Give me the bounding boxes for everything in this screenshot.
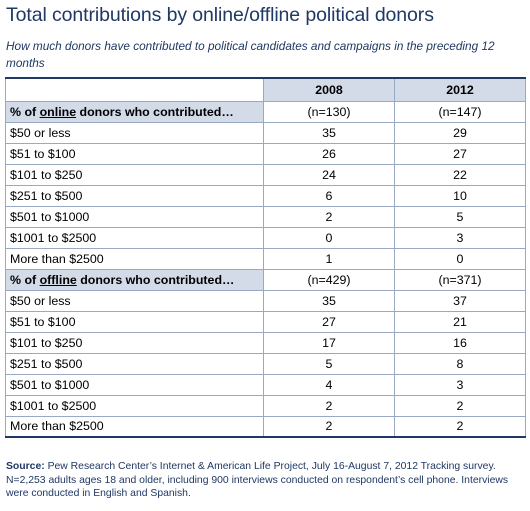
value-cell: 27	[394, 142, 526, 165]
chart-title: Total contributions by online/offline po…	[6, 4, 434, 26]
header-blank-cell	[5, 77, 264, 102]
value-cell: 8	[394, 352, 526, 375]
section-label-prefix: % of	[10, 104, 40, 119]
section-label-prefix: % of	[10, 272, 40, 287]
section-n-cell: (n=147)	[394, 100, 526, 123]
value-cell: 24	[263, 163, 395, 186]
value-cell: 3	[394, 373, 526, 396]
row-label: More than $2500	[5, 415, 264, 438]
value-cell: 26	[263, 142, 395, 165]
section-label: % of offline donors who contributed…	[5, 268, 264, 291]
year-header-row: 2008 2012	[5, 77, 526, 102]
row-label: $1001 to $2500	[5, 394, 264, 417]
section-n-cell: (n=371)	[394, 268, 526, 291]
section-label-keyword: online	[39, 104, 77, 119]
value-cell: 3	[394, 226, 526, 249]
row-label: $51 to $100	[5, 310, 264, 333]
table-row: $51 to $100 26 27	[5, 142, 526, 165]
table-row: $1001 to $2500 0 3	[5, 226, 526, 249]
table-row: $501 to $1000 2 5	[5, 205, 526, 228]
value-cell: 35	[263, 121, 395, 144]
row-label: $251 to $500	[5, 352, 264, 375]
source-text: Pew Research Center’s Internet & America…	[6, 461, 509, 499]
table-body: 2008 2012 % of online donors who contrib…	[5, 77, 526, 438]
value-cell: 29	[394, 121, 526, 144]
value-cell: 4	[263, 373, 395, 396]
table-row: $101 to $250 17 16	[5, 331, 526, 354]
section-n-cell: (n=130)	[263, 100, 395, 123]
value-cell: 35	[263, 289, 395, 312]
row-label: More than $2500	[5, 247, 264, 270]
value-cell: 16	[394, 331, 526, 354]
section-header-row: % of online donors who contributed… (n=13…	[5, 100, 526, 123]
value-cell: 2	[394, 394, 526, 417]
table-row: $50 or less 35 37	[5, 289, 526, 312]
value-cell: 6	[263, 184, 395, 207]
section-label-keyword: offline	[39, 272, 77, 287]
table-row: More than $2500 2 2	[5, 415, 526, 438]
column-header-2008: 2008	[263, 77, 395, 102]
table-row: $50 or less 35 29	[5, 121, 526, 144]
value-cell: 0	[394, 247, 526, 270]
row-label: $1001 to $2500	[5, 226, 264, 249]
chart-subtitle: How much donors have contributed to poli…	[6, 39, 495, 70]
value-cell: 17	[263, 331, 395, 354]
value-cell: 2	[263, 394, 395, 417]
column-header-2012: 2012	[394, 77, 526, 102]
value-cell: 5	[263, 352, 395, 375]
section-label-suffix: donors who contributed…	[76, 104, 234, 119]
table-row: $501 to $1000 4 3	[5, 373, 526, 396]
row-label: $501 to $1000	[5, 205, 264, 228]
section-label: % of online donors who contributed…	[5, 100, 264, 123]
value-cell: 1	[263, 247, 395, 270]
value-cell: 22	[394, 163, 526, 186]
table-row: More than $2500 1 0	[5, 247, 526, 270]
value-cell: 0	[263, 226, 395, 249]
value-cell: 21	[394, 310, 526, 333]
row-label: $501 to $1000	[5, 373, 264, 396]
table-row: $1001 to $2500 2 2	[5, 394, 526, 417]
row-label: $101 to $250	[5, 163, 264, 186]
value-cell: 2	[263, 415, 395, 438]
row-label: $251 to $500	[5, 184, 264, 207]
value-cell: 37	[394, 289, 526, 312]
row-label: $51 to $100	[5, 142, 264, 165]
row-label: $50 or less	[5, 121, 264, 144]
source-label: Source:	[6, 461, 45, 472]
source-note: Source: Pew Research Center’s Internet &…	[6, 460, 524, 501]
row-label: $101 to $250	[5, 331, 264, 354]
value-cell: 2	[394, 415, 526, 438]
value-cell: 27	[263, 310, 395, 333]
value-cell: 10	[394, 184, 526, 207]
table-row: $101 to $250 24 22	[5, 163, 526, 186]
table-row: $251 to $500 6 10	[5, 184, 526, 207]
section-n-cell: (n=429)	[263, 268, 395, 291]
value-cell: 2	[263, 205, 395, 228]
table-row: $51 to $100 27 21	[5, 310, 526, 333]
value-cell: 5	[394, 205, 526, 228]
section-header-row: % of offline donors who contributed… (n=4…	[5, 268, 526, 291]
data-table: 2008 2012 % of online donors who contrib…	[5, 77, 526, 438]
section-label-suffix: donors who contributed…	[76, 272, 235, 287]
table-row: $251 to $500 5 8	[5, 352, 526, 375]
row-label: $50 or less	[5, 289, 264, 312]
